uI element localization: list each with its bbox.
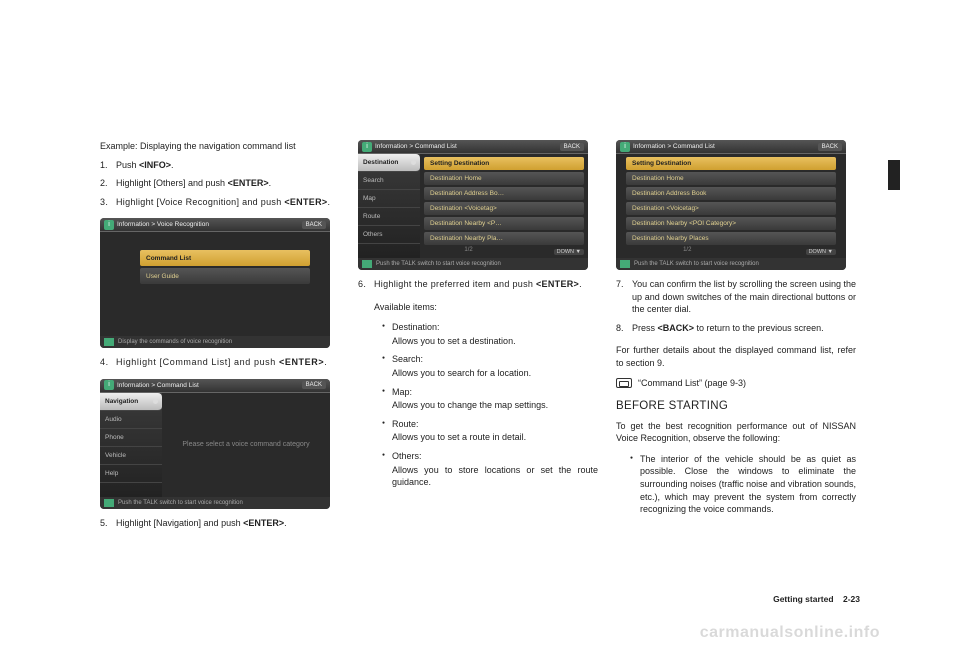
row-item: Destination Home	[424, 172, 584, 185]
example-intro: Example: Displaying the navigation comma…	[100, 140, 340, 153]
row-item: Destination Nearby Places	[626, 232, 836, 245]
step-7: You can confirm the list by scrolling th…	[616, 278, 856, 316]
screenshot-voice-recognition: iInformation > Voice RecognitionBACK Com…	[100, 218, 330, 348]
bullet-quiet-interior: The interior of the vehicle should be as…	[630, 453, 856, 516]
arrow-icon	[104, 499, 114, 507]
column-3: iInformation > Command ListBACK Setting …	[616, 140, 856, 536]
watermark: carmanualsonline.info	[700, 624, 880, 642]
arrow-icon	[362, 260, 372, 268]
reference-link: “Command List” (page 9-3)	[616, 378, 856, 388]
section-heading: BEFORE STARTING	[616, 400, 856, 412]
tab-phone: Phone	[100, 429, 162, 447]
row-item: Destination Nearby <POI Category>	[626, 217, 836, 230]
row-command-list: Command List	[140, 250, 310, 266]
back-badge: BACK	[560, 143, 584, 151]
tab-navigation: Navigation	[100, 393, 162, 411]
item-route: Route:Allows you to set a route in detai…	[382, 418, 598, 444]
page-content: Example: Displaying the navigation comma…	[100, 140, 860, 536]
screenshot-destination-commands: iInformation > Command ListBACK Destinat…	[358, 140, 588, 270]
available-items-label: Available items:	[374, 301, 598, 314]
step-8: Press <BACK> to return to the previous s…	[616, 322, 856, 335]
item-map: Map:Allows you to change the map setting…	[382, 386, 598, 412]
row-item: Destination Address Book	[626, 187, 836, 200]
further-details: For further details about the displayed …	[616, 344, 856, 369]
page-footer: Getting started 2-23	[773, 594, 860, 604]
arrow-icon	[620, 260, 630, 268]
tab-map: Map	[358, 190, 420, 208]
row-item: Setting Destination	[626, 157, 836, 170]
before-starting-text: To get the best recognition performance …	[616, 420, 856, 445]
info-icon: i	[104, 220, 114, 230]
screenshot-command-list-categories: iInformation > Command ListBACK Navigati…	[100, 379, 330, 509]
row-user-guide: User Guide	[140, 268, 310, 284]
tab-search: Search	[358, 172, 420, 190]
info-icon: i	[104, 380, 114, 390]
column-1: Example: Displaying the navigation comma…	[100, 140, 340, 536]
step-4: Highlight [Command List] and push <ENTER…	[100, 356, 340, 369]
tab-route: Route	[358, 208, 420, 226]
tab-help: Help	[100, 465, 162, 483]
column-2: iInformation > Command ListBACK Destinat…	[358, 140, 598, 536]
prompt-message: Please select a voice command category	[168, 397, 324, 493]
tab-others: Others	[358, 226, 420, 244]
info-icon: i	[362, 142, 372, 152]
tab-vehicle: Vehicle	[100, 447, 162, 465]
step-2: Highlight [Others] and push <ENTER>.	[100, 177, 340, 190]
row-item: Destination Address Bo…	[424, 187, 584, 200]
back-badge: BACK	[302, 221, 326, 229]
row-item: Destination <Voicetag>	[626, 202, 836, 215]
step-3: Highlight [Voice Recognition] and push <…	[100, 196, 340, 209]
row-item: Setting Destination	[424, 157, 584, 170]
row-item: Destination Nearby Pla…	[424, 232, 584, 245]
step-6: Highlight the preferred item and push <E…	[358, 278, 598, 291]
item-search: Search:Allows you to search for a locati…	[382, 353, 598, 379]
row-item: Destination <Voicetag>	[424, 202, 584, 215]
reference-icon	[616, 378, 632, 388]
row-item: Destination Nearby <P…	[424, 217, 584, 230]
info-icon: i	[620, 142, 630, 152]
arrow-icon	[104, 338, 114, 346]
tab-destination: Destination	[358, 154, 420, 172]
back-badge: BACK	[818, 143, 842, 151]
back-badge: BACK	[302, 381, 326, 389]
tab-audio: Audio	[100, 411, 162, 429]
item-others: Others:Allows you to store locations or …	[382, 450, 598, 489]
screenshot-destination-full: iInformation > Command ListBACK Setting …	[616, 140, 846, 270]
row-item: Destination Home	[626, 172, 836, 185]
item-destination: Destination:Allows you to set a destinat…	[382, 321, 598, 347]
step-5: Highlight [Navigation] and push <ENTER>.	[100, 517, 340, 530]
section-tab	[888, 160, 900, 190]
step-1: Push <INFO>.	[100, 159, 340, 172]
